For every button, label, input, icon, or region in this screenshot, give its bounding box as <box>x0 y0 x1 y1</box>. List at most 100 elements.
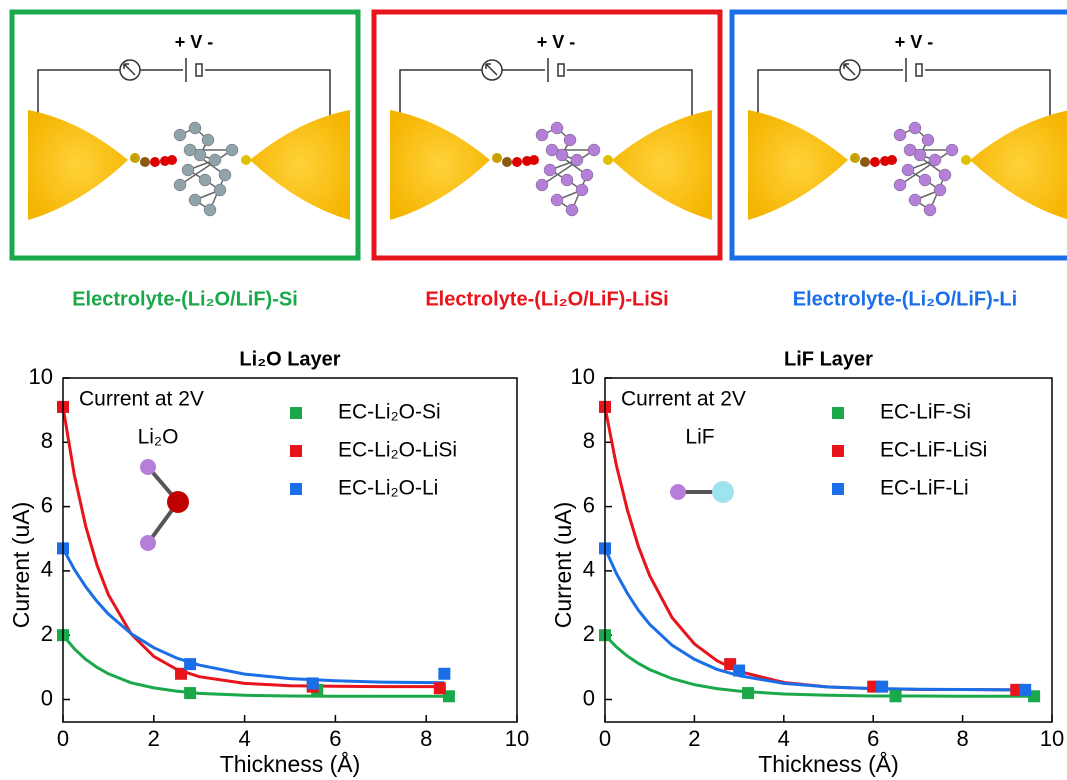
x-tick-label: 6 <box>329 726 341 751</box>
atom <box>909 122 921 134</box>
panel: + V - <box>12 12 358 258</box>
panel: + V - <box>374 12 720 258</box>
atom <box>199 174 211 186</box>
electrode <box>390 110 490 220</box>
atom <box>209 154 221 166</box>
y-tick-label: 10 <box>29 364 53 389</box>
legend-marker <box>832 407 844 419</box>
battery-plate <box>558 64 564 76</box>
y-tick-label: 0 <box>583 685 595 710</box>
legend-marker <box>290 483 302 495</box>
x-tick-label: 10 <box>505 726 529 751</box>
mol-atom <box>140 535 156 551</box>
y-tick-label: 0 <box>41 685 53 710</box>
y-tick-label: 8 <box>41 428 53 453</box>
electrode <box>612 110 712 220</box>
atom <box>150 157 160 167</box>
atom <box>581 169 593 181</box>
legend-label: EC-LiF-Si <box>880 401 971 424</box>
figure: + V -Electrolyte-(Li₂O/LiF)-Si+ V -Elect… <box>0 0 1067 780</box>
fit-line <box>605 548 1030 690</box>
atom <box>502 157 512 167</box>
atom <box>894 129 906 141</box>
atom <box>214 184 226 196</box>
y-tick-label: 2 <box>41 621 53 646</box>
legend-marker <box>832 445 844 457</box>
atom <box>902 164 914 176</box>
atom <box>167 155 177 165</box>
atom <box>603 155 613 165</box>
atom <box>571 154 583 166</box>
panel-label: Electrolyte-(Li₂O/LiF)-Li <box>793 288 1017 310</box>
atom <box>529 155 539 165</box>
x-tick-label: 4 <box>778 726 790 751</box>
atom <box>887 155 897 165</box>
data-point <box>733 665 745 677</box>
legend-label: EC-LiF-LiSi <box>880 439 987 462</box>
x-tick-label: 0 <box>57 726 69 751</box>
atom <box>894 179 906 191</box>
chart-title: LiF Layer <box>784 348 873 370</box>
atom <box>241 155 251 165</box>
atom <box>588 144 600 156</box>
atom <box>919 174 931 186</box>
legend-marker <box>290 445 302 457</box>
atom <box>189 194 201 206</box>
atom <box>922 134 934 146</box>
data-point <box>184 687 196 699</box>
data-point <box>307 677 319 689</box>
battery-plate <box>196 64 202 76</box>
atom <box>202 134 214 146</box>
atom <box>174 179 186 191</box>
data-point <box>184 658 196 670</box>
y-tick-label: 4 <box>41 557 53 582</box>
chart-title: Li₂O Layer <box>239 348 340 370</box>
legend-label: EC-Li₂O-Li <box>338 477 438 500</box>
legend-marker <box>832 483 844 495</box>
atom <box>904 144 916 156</box>
legend-label: EC-Li₂O-LiSi <box>338 439 457 462</box>
mol-atom <box>140 459 156 475</box>
wire <box>38 70 330 120</box>
atom <box>564 134 576 146</box>
x-tick-label: 2 <box>148 726 160 751</box>
atom <box>929 154 941 166</box>
y-axis-label: Current (uA) <box>550 502 576 629</box>
atom <box>536 129 548 141</box>
atom <box>140 157 150 167</box>
plot-frame <box>605 378 1052 722</box>
atom <box>850 153 860 163</box>
data-point <box>890 690 902 702</box>
x-tick-label: 10 <box>1040 726 1064 751</box>
atom <box>189 122 201 134</box>
data-point <box>876 681 888 693</box>
atom <box>939 169 951 181</box>
annotation: Current at 2V <box>79 388 204 411</box>
y-tick-label: 4 <box>583 557 595 582</box>
atom <box>184 144 196 156</box>
x-tick-label: 2 <box>688 726 700 751</box>
atom <box>961 155 971 165</box>
atom <box>219 169 231 181</box>
atom <box>946 144 958 156</box>
panel-label: Electrolyte-(Li₂O/LiF)-LiSi <box>425 288 668 310</box>
electrode <box>970 110 1067 220</box>
x-tick-label: 4 <box>238 726 250 751</box>
atom <box>174 129 186 141</box>
legend-label: EC-LiF-Li <box>880 477 969 500</box>
electrode <box>748 110 848 220</box>
annotation: Current at 2V <box>621 388 746 411</box>
x-tick-label: 8 <box>420 726 432 751</box>
legend-marker <box>290 407 302 419</box>
data-point <box>742 687 754 699</box>
atom <box>182 164 194 176</box>
atom <box>544 164 556 176</box>
battery-plate <box>916 64 922 76</box>
atom <box>536 179 548 191</box>
y-tick-label: 6 <box>41 492 53 517</box>
atom <box>870 157 880 167</box>
atom <box>909 194 921 206</box>
mol-atom <box>712 481 734 503</box>
atom <box>551 194 563 206</box>
voltage-label: + V - <box>895 32 934 52</box>
